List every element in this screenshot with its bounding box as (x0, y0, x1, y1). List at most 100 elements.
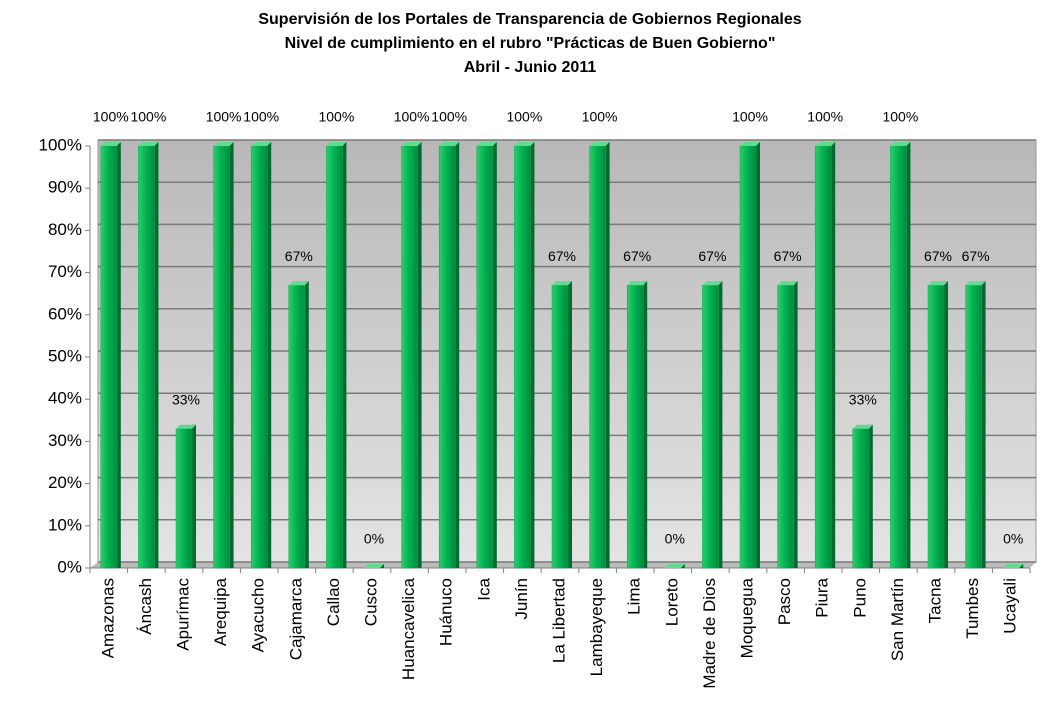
x-tick-label: Tacna (925, 577, 944, 623)
x-tick-label: Apurímac (173, 578, 192, 651)
data-label: 67% (623, 248, 651, 264)
x-tick-label: Puno (850, 578, 869, 618)
data-label: 100% (93, 109, 129, 125)
bar (138, 145, 155, 569)
bar-side (831, 142, 836, 568)
bar (438, 145, 456, 569)
bar (326, 145, 343, 569)
x-tick-label: La Libertad (549, 578, 568, 663)
bar (626, 285, 644, 569)
x-tick-label: Moquegua (737, 577, 756, 658)
data-label: 67% (548, 248, 576, 264)
bar-side (192, 424, 196, 568)
bar (551, 285, 569, 569)
bar-side (229, 142, 234, 568)
bar (250, 145, 268, 569)
bar (401, 145, 418, 569)
data-label: 0% (665, 531, 685, 547)
x-tick-label: Ica (474, 577, 493, 600)
y-tick-label: 20% (48, 473, 82, 492)
bar-top (251, 142, 272, 146)
bar-side (868, 424, 873, 568)
data-label: 100% (206, 109, 242, 125)
data-label: 67% (774, 248, 802, 264)
bar (852, 428, 870, 569)
bar-side (455, 142, 460, 568)
bar-top (213, 142, 234, 146)
x-tick-label: Arequipa (211, 577, 230, 646)
data-label: 33% (849, 391, 877, 407)
bar (927, 285, 945, 569)
bar-top (138, 142, 159, 146)
bar-top (401, 142, 422, 146)
data-label: 100% (582, 109, 618, 125)
bar-top (364, 564, 384, 568)
x-tick-label: Huánuco (437, 578, 456, 646)
data-label: 100% (732, 109, 768, 125)
bar-top (589, 142, 610, 146)
bar-side (981, 281, 986, 568)
bar-side (530, 142, 535, 568)
bar-side (116, 142, 121, 568)
data-label: 67% (285, 248, 313, 264)
bar (777, 285, 794, 569)
chart-subtitle: Nivel de cumplimiento en el rubro "Práct… (285, 35, 776, 52)
bar-top (439, 142, 460, 146)
bar-side (643, 281, 648, 568)
bar-top (176, 424, 196, 429)
bar (175, 428, 193, 569)
data-label: 67% (924, 248, 952, 264)
bar-side (267, 142, 272, 568)
y-tick-label: 70% (48, 262, 82, 281)
data-label: 100% (882, 109, 918, 125)
x-tick-label: Piura (813, 577, 832, 617)
bar-top (326, 142, 347, 146)
x-tick-label: Junín (512, 578, 531, 620)
bar-top (852, 424, 873, 429)
data-label: 33% (172, 391, 200, 407)
y-tick-label: 0% (57, 557, 82, 576)
x-tick-label: Loreto (662, 578, 681, 626)
bar-side (154, 142, 159, 568)
data-label: 0% (1003, 531, 1023, 547)
bar-top (740, 142, 760, 146)
bar-top (476, 142, 497, 146)
bar-top (890, 142, 911, 146)
x-tick-label: Huancavelica (399, 577, 418, 680)
data-label: 100% (807, 109, 843, 125)
data-label: 0% (364, 531, 384, 547)
bar-side (718, 281, 723, 568)
bar-top (965, 281, 986, 286)
x-tick-label: Callao (324, 578, 343, 626)
x-tick-label: Amazonas (98, 578, 117, 658)
data-label: 67% (962, 248, 990, 264)
bar-top (777, 281, 798, 286)
bar (288, 285, 306, 569)
chart-title: Supervisión de los Portales de Transpare… (258, 11, 801, 28)
data-label: 100% (130, 109, 166, 125)
data-label: 100% (506, 109, 542, 125)
y-tick-label: 50% (48, 346, 82, 365)
bar-side (906, 142, 911, 568)
bar (589, 145, 606, 569)
x-tick-label: Madre de Dios (700, 578, 719, 689)
x-tick-label: Cajamarca (286, 577, 305, 660)
bar-side (944, 281, 948, 568)
bar-side (304, 281, 309, 568)
data-label: 100% (318, 109, 354, 125)
bar (213, 145, 230, 569)
y-tick-label: 80% (48, 220, 82, 239)
bar (100, 145, 118, 569)
y-tick-label: 60% (48, 304, 82, 323)
bar-side (756, 142, 760, 568)
y-tick-label: 10% (48, 515, 82, 534)
x-tick-label: Lambayeque (587, 578, 606, 676)
y-tick-label: 100% (39, 135, 82, 154)
bar (476, 145, 494, 569)
x-tick-label: Pasco (775, 578, 794, 625)
bar-top (627, 281, 648, 286)
bar-side (417, 142, 422, 568)
x-tick-label: Ayacucho (249, 578, 268, 652)
data-label: 67% (698, 248, 726, 264)
